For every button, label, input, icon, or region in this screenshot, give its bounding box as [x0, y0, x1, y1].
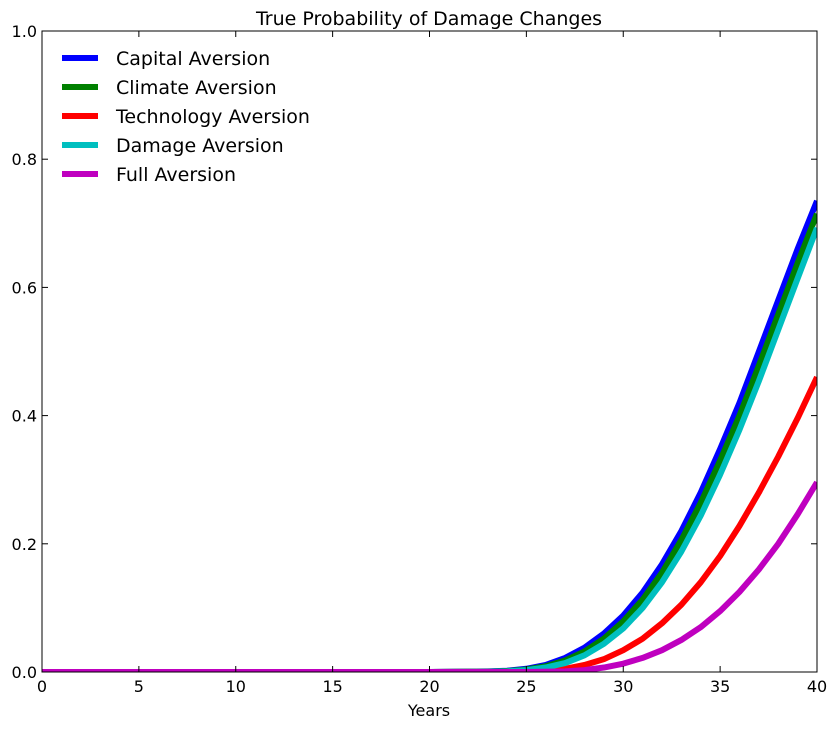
x-tick-label: 30: [613, 677, 633, 696]
y-tick-label: 0.4: [12, 407, 37, 426]
x-tick-label: 40: [807, 677, 827, 696]
chart-title: True Probability of Damage Changes: [255, 8, 602, 30]
series-layer: [42, 199, 817, 672]
y-tick-label: 0.2: [12, 535, 37, 554]
x-tick-label: 35: [710, 677, 730, 696]
ticks-layer: 0 5 10 15 20 25 30 35 40 0.0 0.2 0.4 0.6 0.8 1.0: [12, 22, 828, 696]
x-tick-label: 25: [516, 677, 536, 696]
legend-label-technology-aversion: Technology Aversion: [115, 106, 310, 128]
series-line-climate-aversion: [42, 212, 817, 672]
y-tick-label: 1.0: [12, 22, 37, 41]
x-tick-label: 20: [419, 677, 439, 696]
series-line-damage-aversion: [42, 226, 817, 672]
y-tick-label: 0.8: [12, 150, 37, 169]
legend-label-climate-aversion: Climate Aversion: [116, 77, 277, 99]
series-line-capital-aversion: [42, 199, 817, 672]
series-line-full-aversion: [42, 480, 817, 672]
x-tick-label: 10: [226, 677, 246, 696]
x-axis-label: Years: [407, 701, 450, 720]
x-tick-label: 0: [37, 677, 47, 696]
legend: Capital Aversion Climate Aversion Technolo…: [62, 48, 310, 186]
x-tick-label: 15: [322, 677, 342, 696]
y-tick-label: 0.6: [12, 278, 37, 297]
y-tick-label: 0.0: [12, 663, 37, 682]
legend-label-full-aversion: Full Aversion: [116, 164, 236, 186]
x-tick-label: 5: [134, 677, 144, 696]
legend-label-damage-aversion: Damage Aversion: [116, 135, 284, 157]
series-line-technology-aversion: [42, 375, 817, 672]
legend-label-capital-aversion: Capital Aversion: [116, 48, 270, 70]
